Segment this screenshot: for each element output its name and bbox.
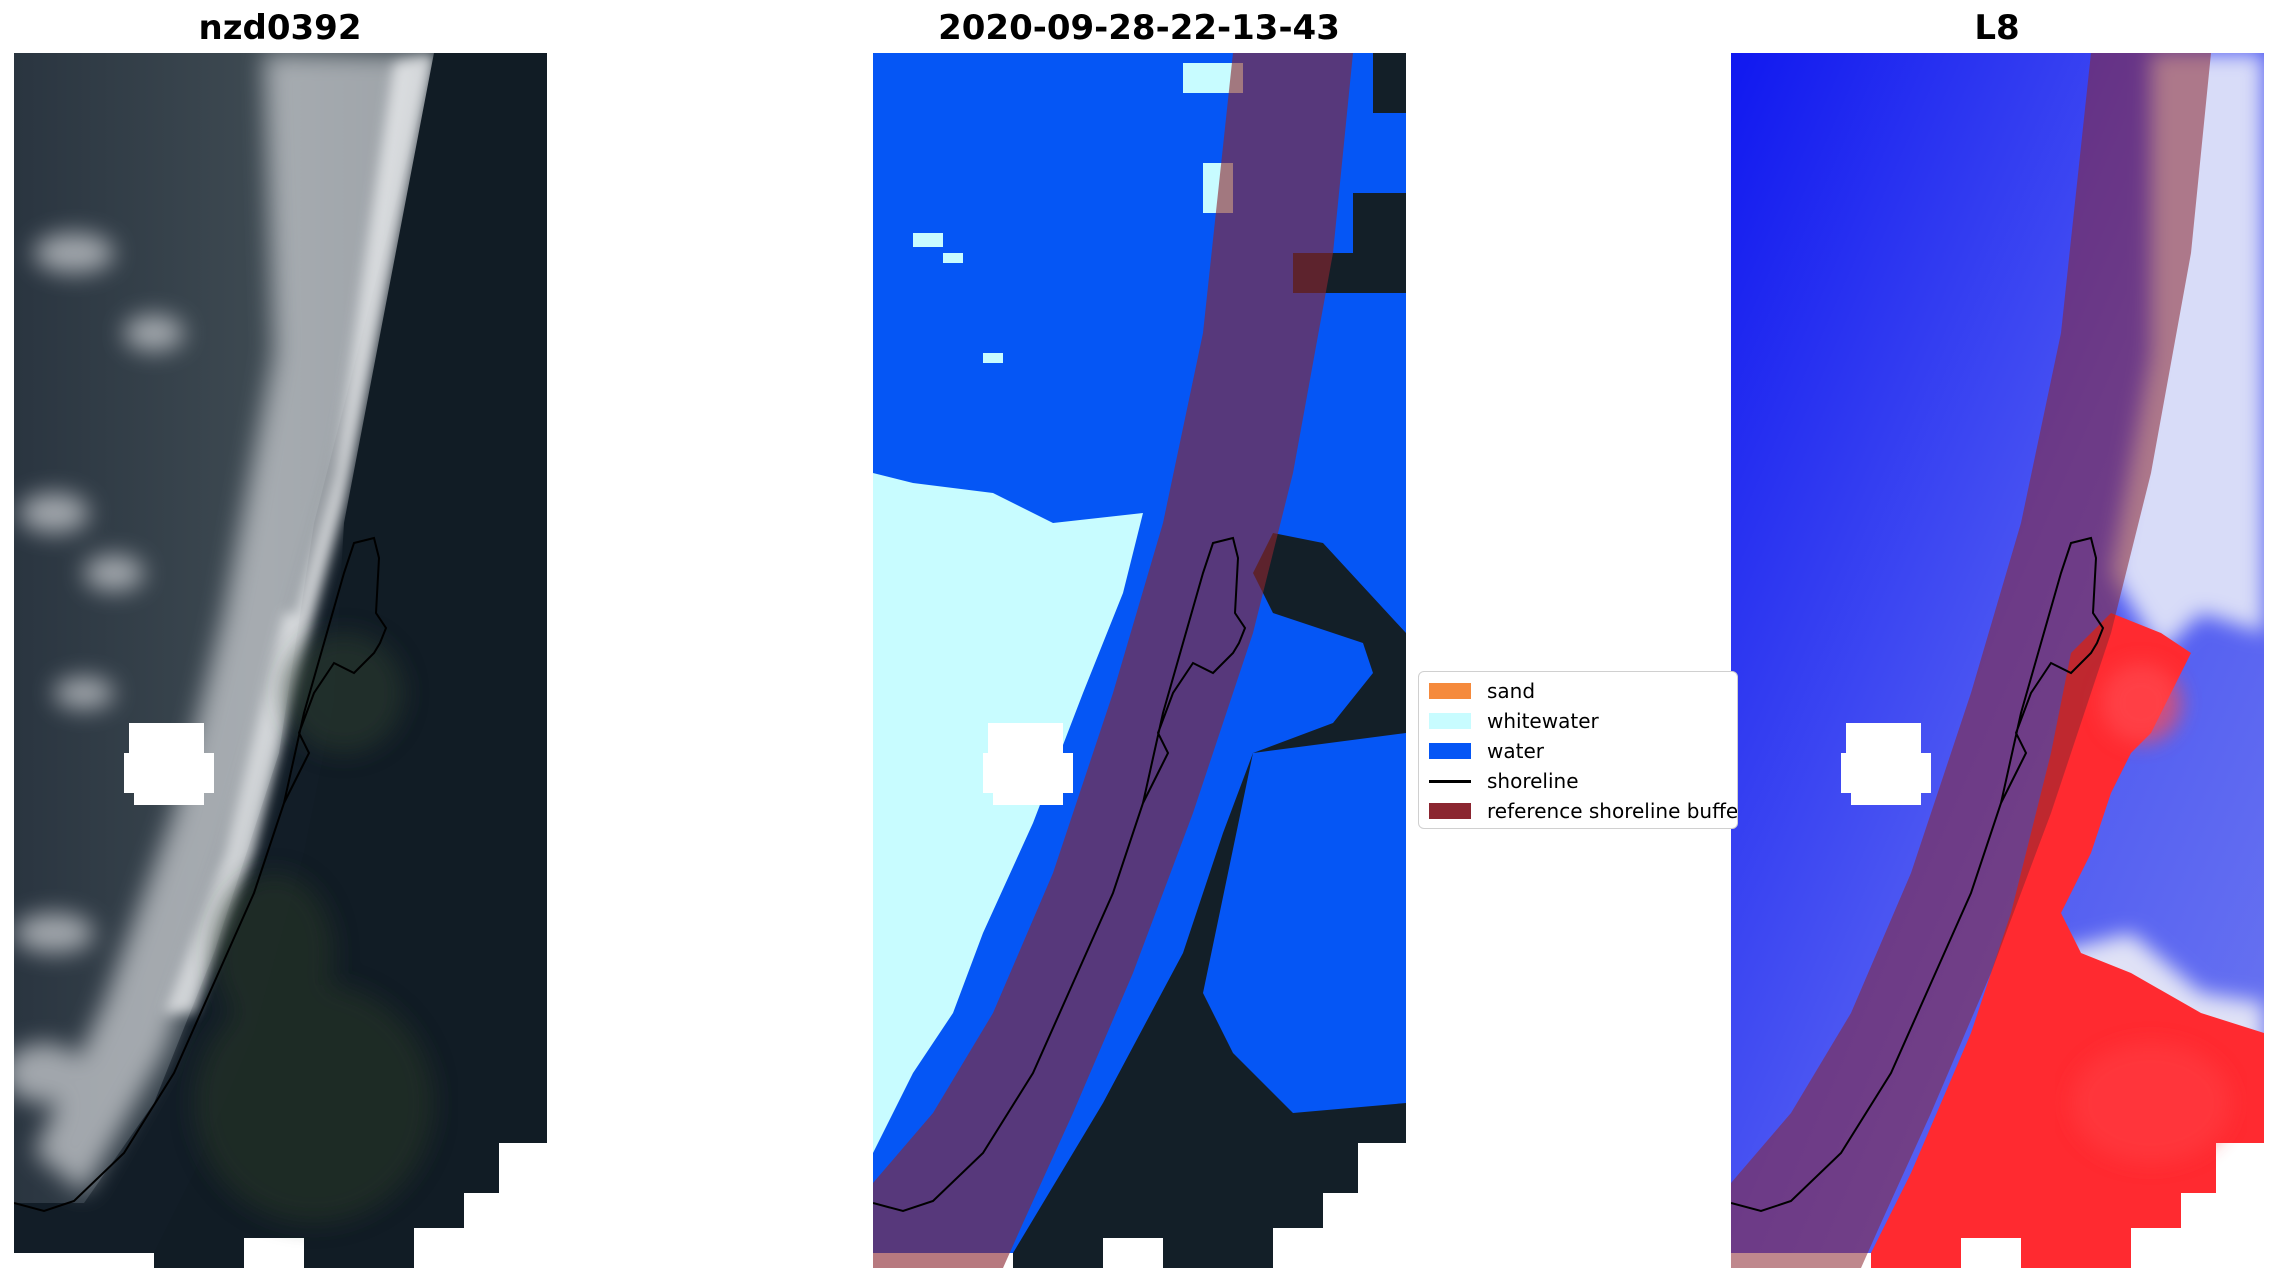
index-image [1731, 53, 2264, 1268]
legend-item-water: water [1429, 736, 1544, 766]
classified-image [873, 53, 1406, 1268]
index-image-panel [1731, 53, 2264, 1268]
legend-item-sand: sand [1429, 676, 1535, 706]
legend-item-reference-buffer: reference shoreline buffer [1429, 796, 1738, 826]
legend-label: reference shoreline buffer [1487, 799, 1738, 823]
legend-swatch-whitewater [1429, 713, 1471, 729]
panel-title-index: L8 [1974, 8, 2020, 48]
legend-line-shoreline [1429, 779, 1471, 783]
legend-swatch-reference-buffer [1429, 803, 1471, 819]
rgb-image [14, 53, 547, 1268]
legend: sand whitewater water shoreline referenc… [1418, 671, 1738, 829]
legend-swatch-water [1429, 743, 1471, 759]
legend-item-whitewater: whitewater [1429, 706, 1599, 736]
panel-title-classified: 2020-09-28-22-13-43 [938, 8, 1340, 48]
legend-swatch-sand [1429, 683, 1471, 699]
legend-label: whitewater [1487, 709, 1599, 733]
panel-title-rgb: nzd0392 [198, 8, 362, 48]
legend-label: water [1487, 739, 1544, 763]
legend-item-shoreline: shoreline [1429, 766, 1579, 796]
classified-image-panel [873, 53, 1406, 1268]
legend-label: sand [1487, 679, 1536, 703]
rgb-image-panel [14, 53, 547, 1268]
legend-label: shoreline [1487, 769, 1579, 793]
